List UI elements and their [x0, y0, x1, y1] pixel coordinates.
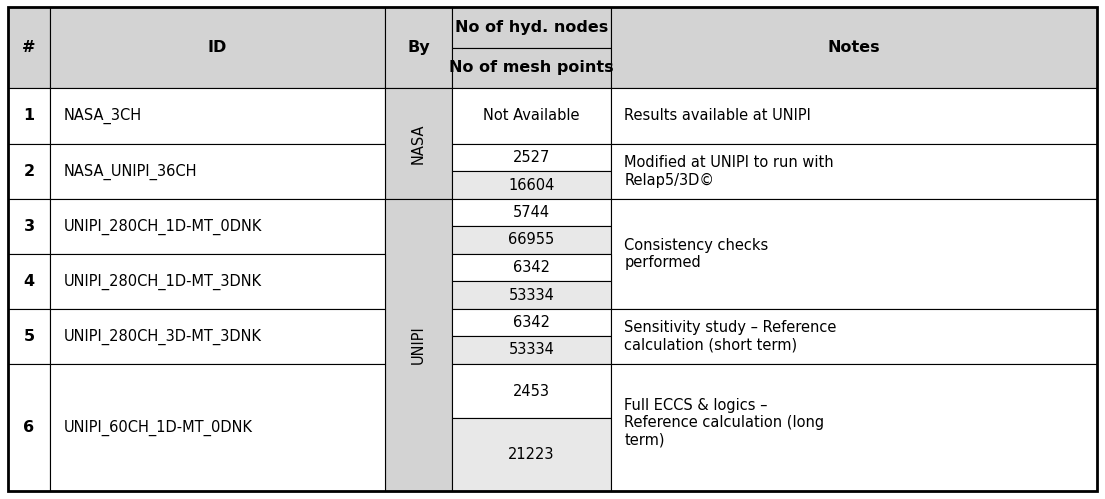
Text: 16604: 16604	[508, 178, 555, 193]
Bar	[452, 364, 611, 418]
Text: UNIPI_280CH_3D-MT_3DNK: UNIPI_280CH_3D-MT_3DNK	[63, 328, 261, 345]
Bar	[611, 7, 1097, 88]
Text: NASA: NASA	[411, 123, 427, 164]
Text: 2453: 2453	[513, 384, 550, 399]
Bar	[611, 88, 1097, 144]
Text: UNIPI_280CH_1D-MT_3DNK: UNIPI_280CH_1D-MT_3DNK	[63, 273, 262, 289]
Bar	[50, 7, 385, 88]
Bar	[50, 364, 385, 491]
Bar	[452, 7, 611, 48]
Bar	[452, 48, 611, 88]
Bar	[611, 144, 1097, 199]
Bar	[8, 88, 50, 144]
Bar	[50, 199, 385, 254]
Text: Not Available: Not Available	[483, 108, 580, 123]
Bar	[452, 88, 611, 144]
Text: Modified at UNIPI to run with
Relap5/3D©: Modified at UNIPI to run with Relap5/3D©	[624, 155, 834, 188]
Bar	[452, 171, 611, 199]
Text: Consistency checks
performed: Consistency checks performed	[624, 238, 768, 270]
Text: 21223: 21223	[508, 447, 555, 462]
Bar	[50, 88, 385, 144]
Text: 6: 6	[23, 420, 34, 435]
Text: 2527: 2527	[513, 150, 550, 165]
Bar	[452, 199, 611, 226]
Text: NASA_UNIPI_36CH: NASA_UNIPI_36CH	[63, 163, 197, 180]
Bar	[452, 309, 611, 336]
Bar	[8, 144, 50, 199]
Bar	[8, 309, 50, 364]
Bar	[452, 226, 611, 254]
Text: 66955: 66955	[508, 233, 555, 248]
Text: Notes: Notes	[828, 40, 881, 55]
Text: 2: 2	[23, 164, 34, 179]
Bar	[611, 199, 1097, 309]
Text: UNIPI_280CH_1D-MT_0DNK: UNIPI_280CH_1D-MT_0DNK	[63, 219, 262, 235]
Text: 3: 3	[23, 219, 34, 234]
Text: 6342: 6342	[513, 260, 550, 275]
Bar	[611, 309, 1097, 364]
Bar	[8, 364, 50, 491]
Bar	[8, 254, 50, 309]
Bar	[452, 144, 611, 171]
Bar	[8, 7, 50, 88]
Text: No of hyd. nodes: No of hyd. nodes	[455, 20, 608, 35]
Bar	[452, 281, 611, 309]
Text: 4: 4	[23, 274, 34, 289]
Text: 1: 1	[23, 108, 34, 123]
Bar	[50, 144, 385, 199]
Bar	[452, 418, 611, 491]
Text: NASA_3CH: NASA_3CH	[63, 108, 141, 124]
Text: UNIPI: UNIPI	[411, 326, 427, 364]
Text: 53334: 53334	[508, 287, 555, 302]
Text: By: By	[407, 40, 430, 55]
Text: Sensitivity study – Reference
calculation (short term): Sensitivity study – Reference calculatio…	[624, 320, 836, 353]
Text: #: #	[22, 40, 35, 55]
Text: 5744: 5744	[513, 205, 550, 220]
Text: 5: 5	[23, 329, 34, 344]
Bar	[385, 199, 452, 491]
Bar	[611, 364, 1097, 491]
Bar	[452, 254, 611, 281]
Text: Results available at UNIPI: Results available at UNIPI	[624, 108, 811, 123]
Text: No of mesh points: No of mesh points	[450, 60, 613, 75]
Text: ID: ID	[208, 40, 228, 55]
Bar	[452, 336, 611, 364]
Bar	[385, 88, 452, 199]
Bar	[50, 309, 385, 364]
Bar	[385, 7, 452, 88]
Bar	[8, 199, 50, 254]
Text: 6342: 6342	[513, 315, 550, 330]
Bar	[50, 254, 385, 309]
Text: 53334: 53334	[508, 342, 555, 357]
Text: UNIPI_60CH_1D-MT_0DNK: UNIPI_60CH_1D-MT_0DNK	[63, 419, 252, 436]
Text: Full ECCS & logics –
Reference calculation (long
term): Full ECCS & logics – Reference calculati…	[624, 398, 824, 448]
